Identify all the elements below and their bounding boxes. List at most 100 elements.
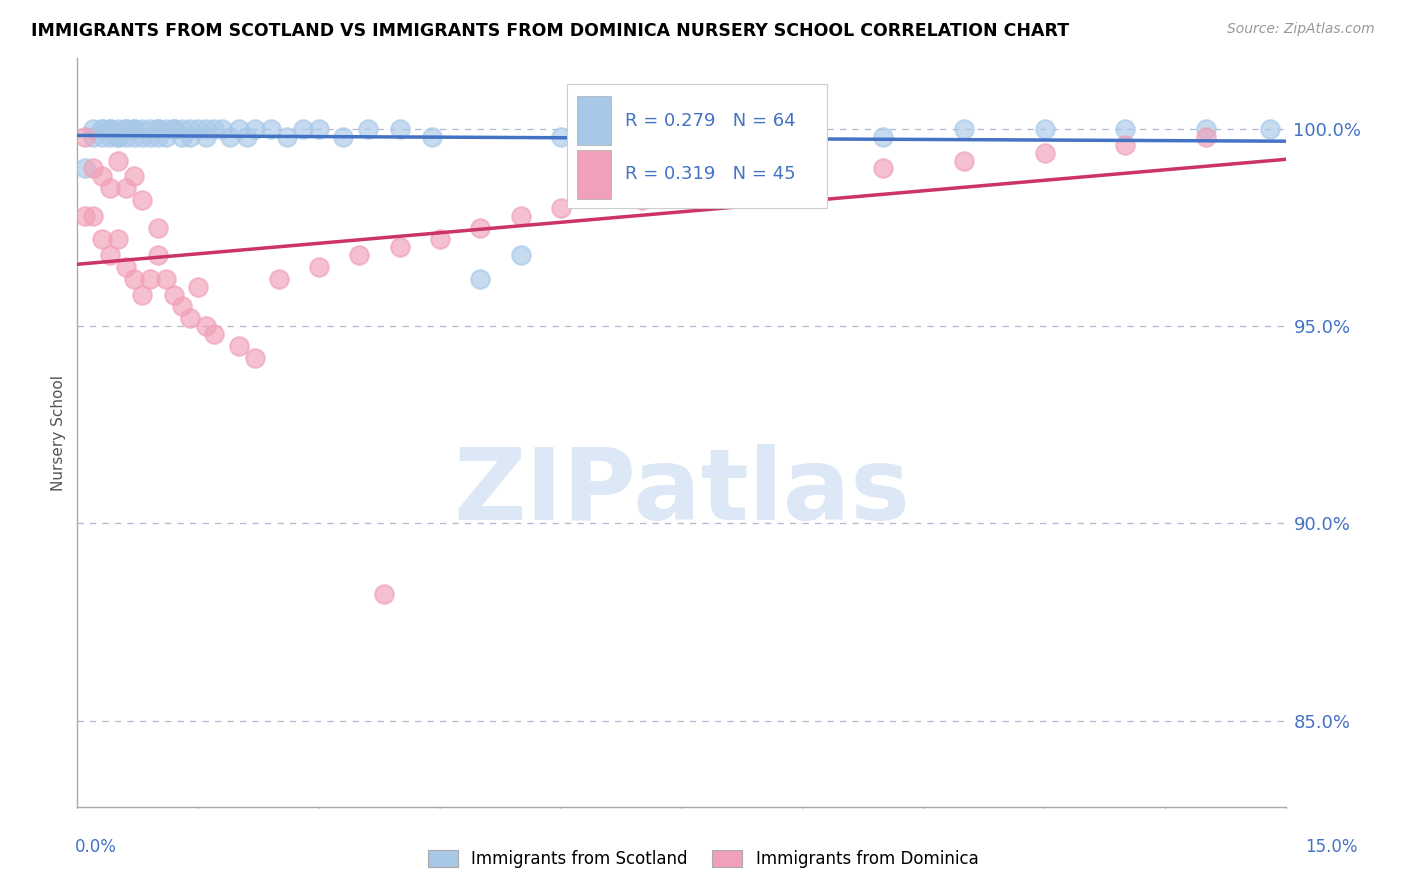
Point <box>260 122 283 136</box>
Legend: Immigrants from Scotland, Immigrants from Dominica: Immigrants from Scotland, Immigrants fro… <box>420 843 986 875</box>
Point <box>792 169 814 184</box>
Point <box>163 287 186 301</box>
Point <box>792 122 814 136</box>
Point <box>114 122 136 136</box>
Point <box>163 122 186 136</box>
Point <box>122 122 145 136</box>
Point <box>228 122 250 136</box>
Y-axis label: Nursery School: Nursery School <box>51 375 66 491</box>
Text: IMMIGRANTS FROM SCOTLAND VS IMMIGRANTS FROM DOMINICA NURSERY SCHOOL CORRELATION : IMMIGRANTS FROM SCOTLAND VS IMMIGRANTS F… <box>31 22 1069 40</box>
Point <box>1033 122 1056 136</box>
Point <box>155 122 177 136</box>
FancyBboxPatch shape <box>576 150 610 199</box>
Point <box>179 122 201 136</box>
Point <box>1033 145 1056 160</box>
Point <box>114 129 136 144</box>
Point <box>146 122 169 136</box>
Point <box>195 319 218 334</box>
Point <box>1195 122 1218 136</box>
Point <box>179 129 201 144</box>
Point <box>82 209 104 223</box>
Point <box>202 326 225 341</box>
Point <box>172 129 194 144</box>
Text: Source: ZipAtlas.com: Source: ZipAtlas.com <box>1227 22 1375 37</box>
Point <box>356 122 378 136</box>
Point <box>235 129 257 144</box>
Point <box>107 129 129 144</box>
Point <box>155 129 177 144</box>
Text: ZIPatlas: ZIPatlas <box>454 444 910 541</box>
Point <box>591 122 613 136</box>
Point <box>308 260 330 274</box>
Point <box>276 129 298 144</box>
Point <box>872 161 894 176</box>
Point <box>195 129 218 144</box>
Point <box>131 129 153 144</box>
Point <box>243 122 266 136</box>
Point <box>114 122 136 136</box>
Point <box>107 232 129 246</box>
Point <box>470 220 492 235</box>
Point <box>146 220 169 235</box>
Point <box>172 300 194 314</box>
Point <box>1114 122 1136 136</box>
Point <box>388 240 411 254</box>
Point <box>872 129 894 144</box>
Point <box>219 129 242 144</box>
Point <box>202 122 225 136</box>
Point <box>228 339 250 353</box>
Text: R = 0.319   N = 45: R = 0.319 N = 45 <box>626 166 796 184</box>
Point <box>75 129 97 144</box>
Point <box>292 122 315 136</box>
Point <box>131 193 153 207</box>
Point <box>107 122 129 136</box>
FancyBboxPatch shape <box>567 84 827 208</box>
Point <box>179 311 201 326</box>
Point <box>82 161 104 176</box>
Point <box>349 248 371 262</box>
Point <box>630 193 652 207</box>
Point <box>1260 122 1282 136</box>
Point <box>953 122 976 136</box>
Point <box>114 260 136 274</box>
Point <box>308 122 330 136</box>
Text: 15.0%: 15.0% <box>1305 838 1358 855</box>
Point <box>98 122 121 136</box>
Text: R = 0.279   N = 64: R = 0.279 N = 64 <box>626 112 796 129</box>
Point <box>429 232 451 246</box>
Point <box>98 129 121 144</box>
Point <box>90 122 112 136</box>
FancyBboxPatch shape <box>576 96 610 145</box>
Point <box>953 153 976 168</box>
Point <box>509 248 531 262</box>
Point <box>195 122 218 136</box>
Point <box>1195 129 1218 144</box>
Point <box>711 181 734 195</box>
Point <box>373 587 395 601</box>
Point <box>107 153 129 168</box>
Point <box>1114 137 1136 152</box>
Point <box>139 129 162 144</box>
Point <box>550 201 572 215</box>
Point <box>671 129 693 144</box>
Point <box>122 272 145 286</box>
Point <box>131 122 153 136</box>
Point <box>509 209 531 223</box>
Point <box>75 209 97 223</box>
Point <box>211 122 233 136</box>
Point <box>146 129 169 144</box>
Point <box>711 122 734 136</box>
Point <box>98 181 121 195</box>
Point <box>187 122 209 136</box>
Point <box>131 287 153 301</box>
Point <box>146 248 169 262</box>
Point <box>82 129 104 144</box>
Point <box>139 122 162 136</box>
Point <box>550 129 572 144</box>
Point <box>146 122 169 136</box>
Point <box>122 122 145 136</box>
Text: 0.0%: 0.0% <box>75 838 117 855</box>
Point <box>98 122 121 136</box>
Point <box>420 129 443 144</box>
Point <box>90 169 112 184</box>
